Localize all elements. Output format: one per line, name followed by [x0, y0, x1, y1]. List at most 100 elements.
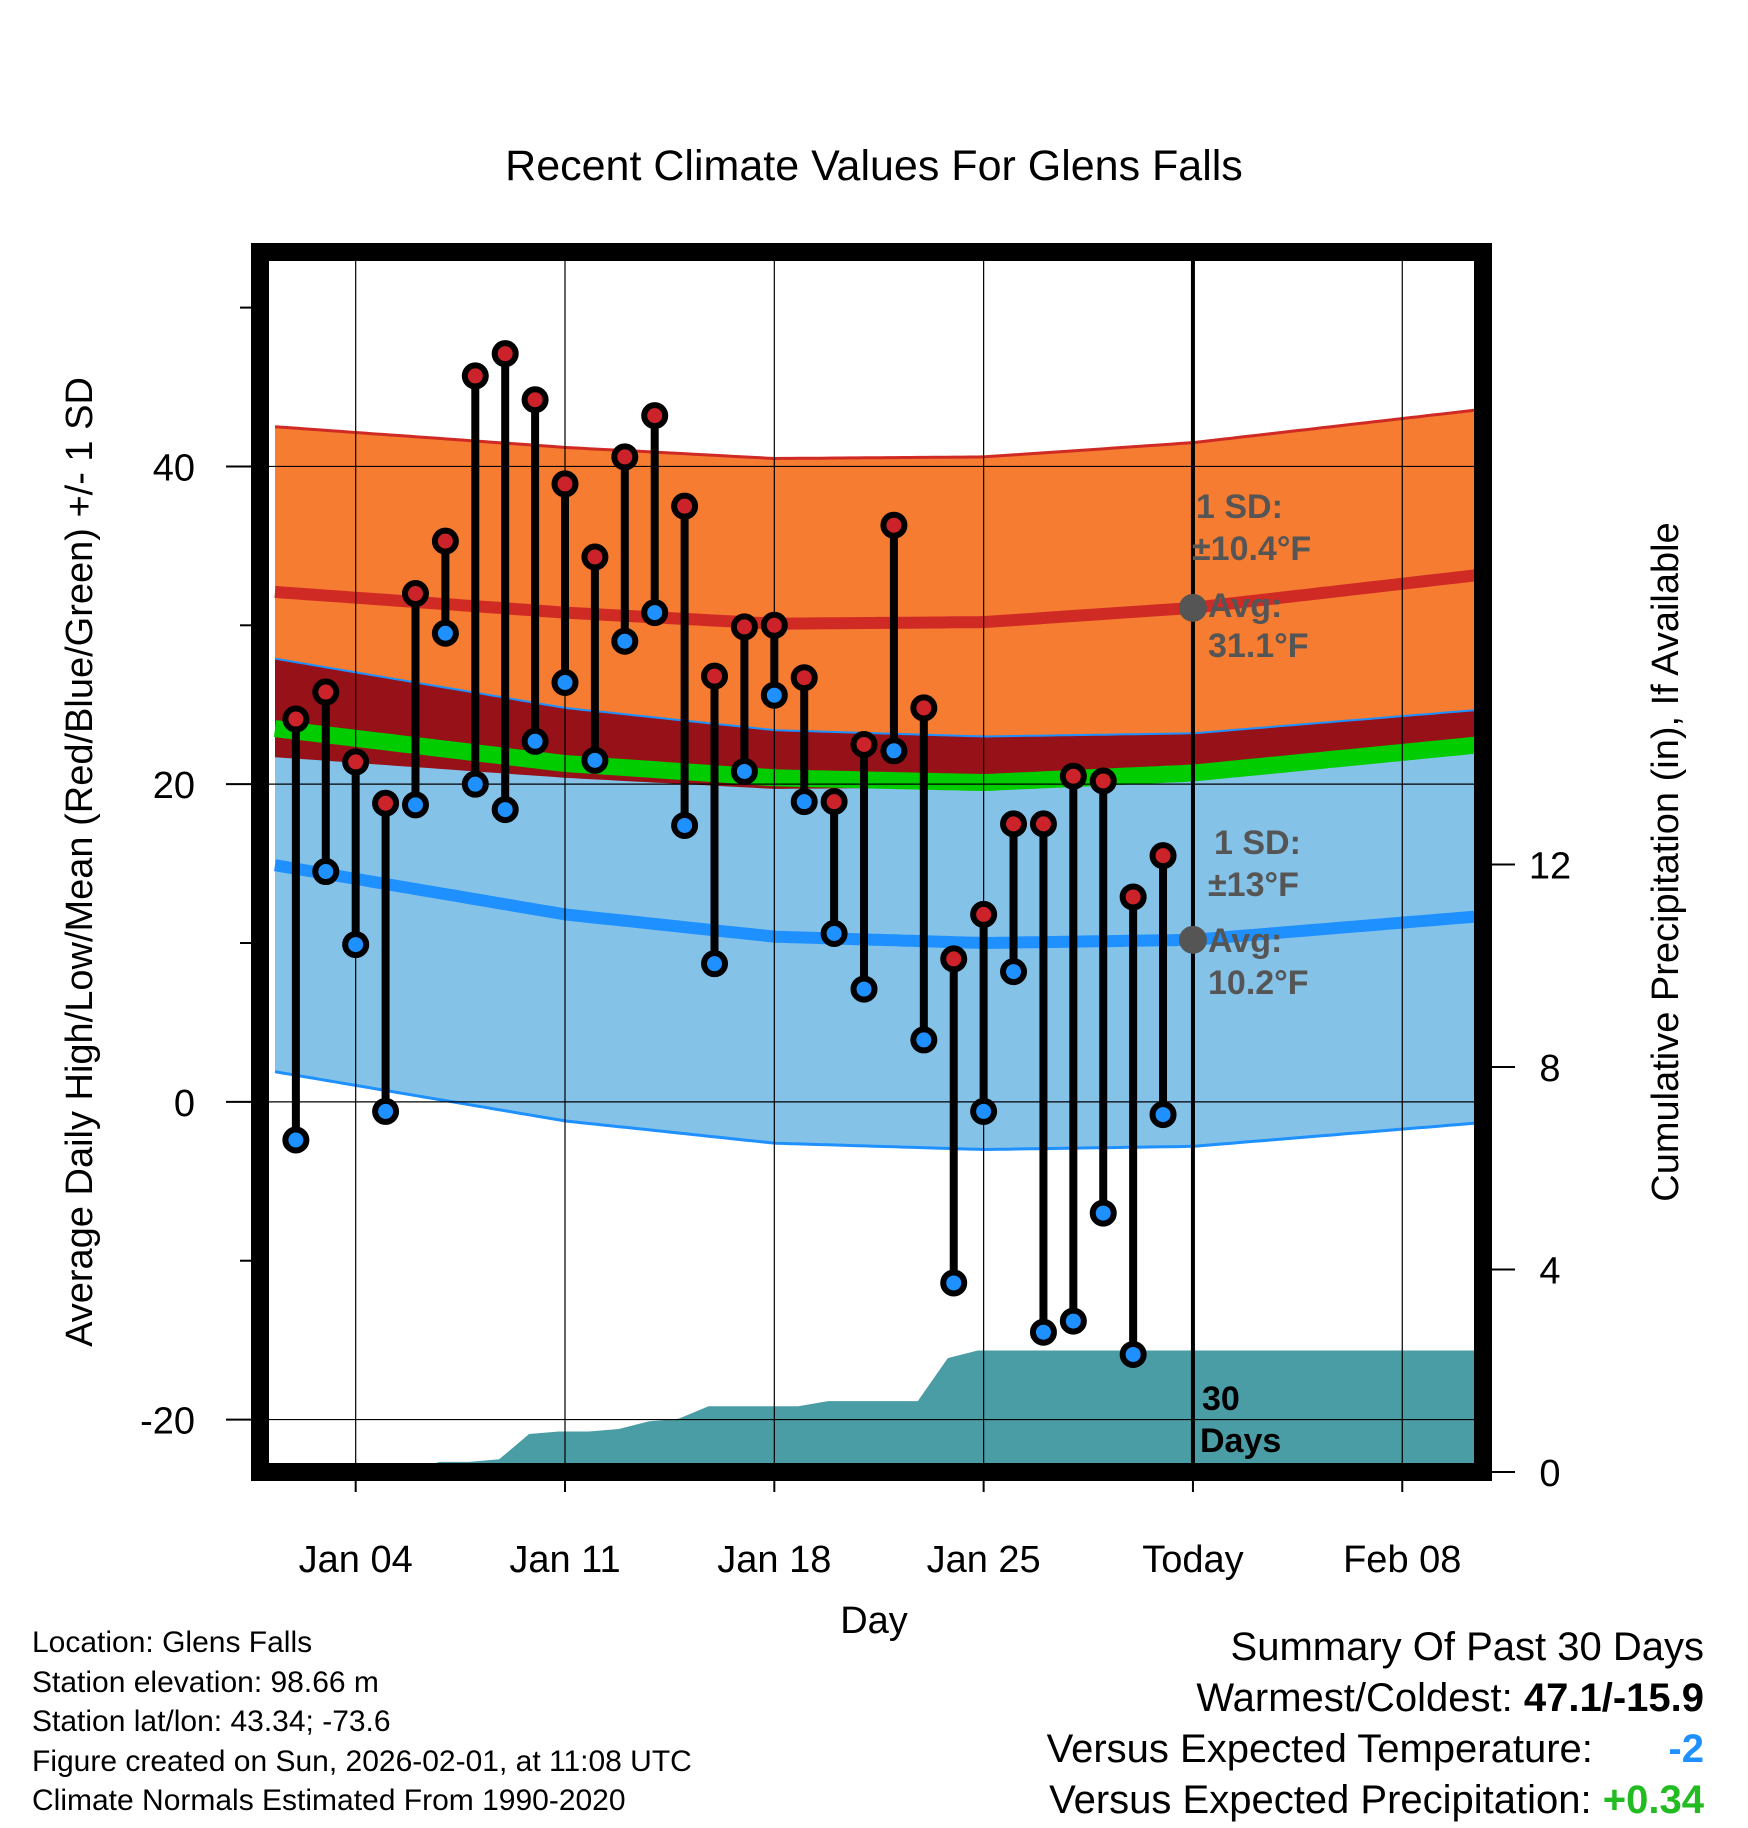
high-point — [1000, 810, 1028, 838]
days-count-label: 30 — [1202, 1380, 1240, 1418]
low-point — [581, 746, 609, 774]
high-avg-value: 31.1°F — [1208, 627, 1309, 665]
high-point — [282, 705, 310, 733]
high-point — [760, 611, 788, 639]
y-right-tick-label: 4 — [1539, 1251, 1560, 1293]
high-point — [730, 613, 758, 641]
high-point — [1089, 767, 1117, 795]
high-point — [342, 748, 370, 776]
high-point — [701, 662, 729, 690]
low-point — [850, 975, 878, 1003]
low-point — [342, 931, 370, 959]
summary-panel: Summary Of Past 30 Days Warmest/Coldest:… — [1047, 1622, 1704, 1826]
high-point — [431, 527, 459, 555]
high-point — [491, 340, 519, 368]
high-point — [880, 511, 908, 539]
low-point — [1119, 1340, 1147, 1368]
precip-value: +0.34 — [1602, 1778, 1704, 1822]
y-left-tick-label: 20 — [153, 765, 195, 807]
low-point — [1149, 1101, 1177, 1129]
high-sd-value: ±10.4°F — [1192, 530, 1311, 568]
x-tick-label: Jan 25 — [927, 1539, 1041, 1581]
temp-label: Versus Expected Temperature: — [1046, 1727, 1593, 1771]
low-point — [431, 619, 459, 647]
temp-value: -2 — [1668, 1727, 1704, 1771]
summary-title: Summary Of Past 30 Days — [1230, 1625, 1704, 1669]
high-point — [312, 678, 340, 706]
high-point — [970, 900, 998, 928]
precipitation-area — [275, 1350, 1483, 1472]
low-point — [820, 919, 848, 947]
low-sd-value: ±13°F — [1208, 866, 1299, 904]
days-word-label: Days — [1200, 1422, 1281, 1460]
high-point — [850, 730, 878, 758]
low-avg-value: 10.2°F — [1208, 964, 1309, 1002]
low-sd-label: 1 SD: — [1214, 824, 1301, 862]
low-point — [461, 770, 489, 798]
x-tick-label: Jan 18 — [717, 1539, 831, 1581]
station-info: Location: Glens Falls Station elevation:… — [32, 1623, 692, 1821]
high-point — [910, 694, 938, 722]
low-point — [790, 788, 818, 816]
low-point — [880, 737, 908, 765]
low-sd-lower-line — [274, 1070, 1479, 1152]
low-point — [1089, 1199, 1117, 1227]
low-point — [730, 757, 758, 785]
high-point — [401, 580, 429, 608]
low-normal-line — [274, 859, 1479, 950]
high-point — [641, 402, 669, 430]
location-text: Location: Glens Falls — [32, 1626, 313, 1659]
low-point — [910, 1026, 938, 1054]
low-point — [1000, 958, 1028, 986]
high-point — [820, 788, 848, 816]
high-point — [940, 945, 968, 973]
low-point — [611, 627, 639, 655]
chart-title: Recent Climate Values For Glens Falls — [505, 142, 1243, 190]
low-point — [701, 950, 729, 978]
x-tick-label: Jan 04 — [299, 1539, 413, 1581]
low-avg-label: Avg: — [1208, 922, 1282, 960]
high-point — [551, 470, 579, 498]
high-sd-band — [275, 409, 1479, 789]
normals-text: Climate Normals Estimated From 1990-2020 — [32, 1784, 626, 1817]
y-axis-left-label: Average Daily High/Low/Mean (Red/Blue/Gr… — [59, 377, 101, 1347]
high-point — [1059, 762, 1087, 790]
low-point — [491, 796, 519, 824]
y-left-tick-label: -20 — [140, 1401, 195, 1443]
created-text: Figure created on Sun, 2026-02-01, at 11… — [32, 1744, 692, 1778]
x-tick-label: Jan 11 — [509, 1539, 620, 1581]
x-axis-label: Day — [840, 1600, 908, 1642]
y-right-tick-label: 0 — [1539, 1453, 1560, 1495]
low-point — [312, 858, 340, 886]
low-point — [760, 681, 788, 709]
low-point — [970, 1097, 998, 1125]
high-point — [1149, 842, 1177, 870]
low-point — [1029, 1318, 1057, 1346]
high-point — [521, 386, 549, 414]
low-point — [1059, 1307, 1087, 1335]
high-avg-label: Avg: — [1208, 587, 1282, 625]
y-right-tick-label: 12 — [1529, 846, 1571, 888]
high-point — [1029, 810, 1057, 838]
high-point — [671, 492, 699, 520]
high-point — [461, 362, 489, 390]
high-point — [581, 543, 609, 571]
low-point — [940, 1269, 968, 1297]
warmest-label: Warmest/Coldest: — [1196, 1676, 1513, 1720]
elevation-text: Station elevation: 98.66 m — [32, 1665, 379, 1699]
low-point — [551, 668, 579, 696]
y-left-tick-label: 40 — [153, 447, 195, 489]
precip-label: Versus Expected Precipitation: — [1049, 1778, 1592, 1822]
warmest-value: 47.1/-15.9 — [1523, 1676, 1704, 1720]
y-axis-right-label: Cumulative Precipitation (in), If Availa… — [1645, 522, 1687, 1201]
high-sd-label: 1 SD: — [1196, 488, 1283, 526]
low-point — [521, 727, 549, 755]
low-point — [401, 791, 429, 819]
low-point — [671, 811, 699, 839]
low-point — [372, 1097, 400, 1125]
high-point — [790, 664, 818, 692]
plot-frame — [251, 243, 1492, 1481]
high-point — [1119, 883, 1147, 911]
high-avg-marker — [1178, 593, 1207, 622]
y-left-tick-label: 0 — [174, 1083, 195, 1125]
